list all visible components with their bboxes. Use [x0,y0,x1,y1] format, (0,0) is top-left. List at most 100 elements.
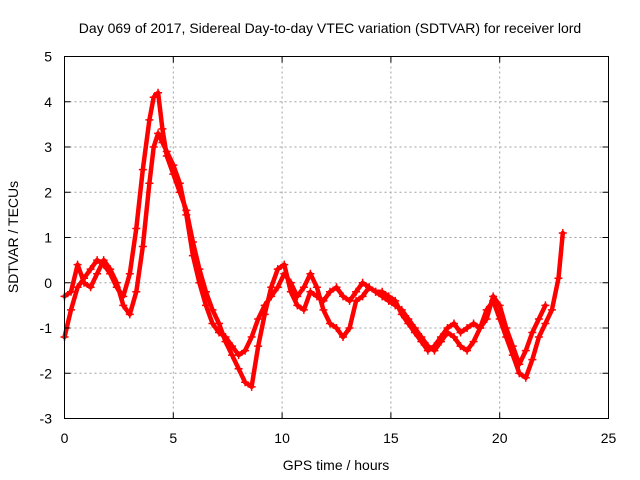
data-point [332,324,341,332]
data-point [208,319,217,328]
data-point [241,346,250,355]
data-point [280,269,289,278]
data-point [286,278,295,287]
data-point [201,301,210,310]
data-point [339,292,348,301]
data-point [352,287,361,296]
data-point [221,333,230,342]
data-point [463,324,472,332]
data-point [397,310,406,319]
data-point [345,324,354,332]
data-point [528,355,537,364]
data-point [502,324,511,332]
data-point [358,278,367,287]
x-tick-label: 0 [61,430,69,446]
data-point [280,260,289,269]
data-point [410,328,419,337]
data-point [73,260,82,269]
data-point [293,292,302,301]
data-point [241,378,250,387]
data-point [469,319,478,328]
data-point [158,138,167,147]
x-tick-label: 20 [492,430,508,446]
data-point [482,314,491,323]
data-point [169,161,178,170]
data-point [299,283,308,292]
data-point [417,337,426,346]
data-point [86,283,95,292]
x-axis-title: GPS time / hours [283,457,390,473]
data-point [125,310,134,319]
data-point [182,210,191,219]
x-tick-label: 25 [601,430,617,446]
data-point [247,333,256,342]
data-point [534,333,543,342]
data-point [423,346,432,355]
data-point [138,165,147,174]
data-point [273,283,282,292]
data-point [515,369,524,378]
data-point [430,342,439,351]
data-point [325,287,334,296]
data-point [67,305,76,314]
data-point [528,328,537,337]
data-point [391,296,400,305]
data-point [554,274,563,283]
data-point [119,301,128,310]
y-tick-label: 4 [44,94,52,110]
series-line-trace-2 [62,131,548,367]
data-point [463,346,472,355]
data-point [132,287,141,296]
data-point [247,382,256,391]
data-point [404,319,413,328]
data-point [112,278,121,287]
data-point [469,337,478,346]
data-point [162,147,171,156]
y-tick-label: 0 [44,275,52,291]
data-series [60,88,567,391]
data-point [521,373,530,382]
data-point [515,360,524,369]
data-point [188,251,197,260]
data-point [125,269,134,278]
data-point [67,287,76,296]
data-point [312,283,321,292]
data-point [214,328,223,337]
series-markers-trace-2 [60,129,550,369]
y-tick-label: -2 [40,365,53,381]
x-tick-label: 5 [169,430,177,446]
data-point [378,287,387,296]
data-point [175,179,184,188]
data-point [306,287,315,296]
data-point [86,265,95,274]
data-point [73,283,82,292]
data-point [365,283,374,292]
x-tick-labels: 0 5 10 15 20 25 [61,430,617,446]
data-point [293,301,302,310]
data-point [80,278,89,287]
y-tick-label: -3 [40,411,53,427]
data-point [534,314,543,323]
data-point [254,342,263,351]
data-point [384,292,393,301]
data-point [325,319,334,328]
data-point [106,265,115,274]
data-point [352,296,361,305]
data-point [132,224,141,233]
data-point [234,351,243,360]
y-tick-label: 2 [44,184,52,200]
y-axis-title: SDTVAR / TECUs [5,181,21,293]
data-point [138,242,147,251]
y-tick-label: 5 [44,49,52,65]
data-point [558,228,567,237]
y-tick-labels: -3 -2 -1 0 1 2 3 4 5 [40,49,53,427]
data-point [450,319,459,328]
data-point [267,292,276,301]
chart-title: Day 069 of 2017, Sidereal Day-to-day VTE… [79,20,581,36]
data-point [306,269,315,278]
axis-ticks [64,56,609,419]
data-point [521,346,530,355]
y-tick-label: 3 [44,139,52,155]
data-point [99,256,108,265]
